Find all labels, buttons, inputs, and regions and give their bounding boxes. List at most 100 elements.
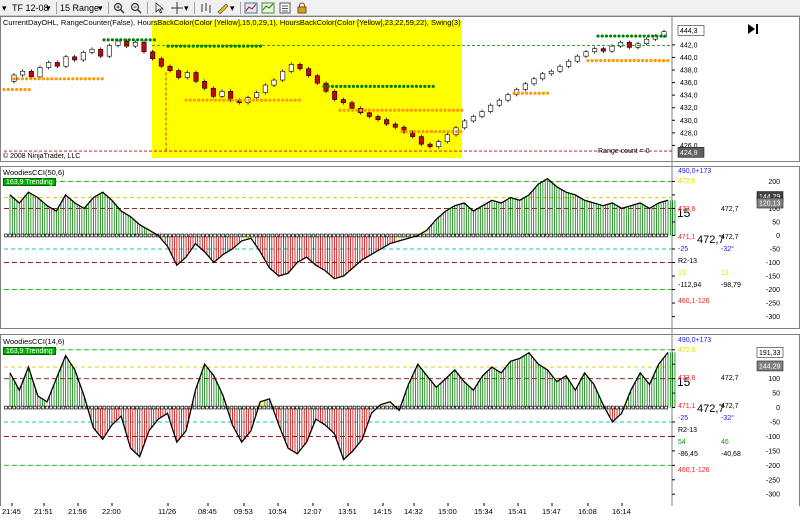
last-price-tag-bg [677, 25, 705, 36]
cci2-zero-square [151, 405, 156, 410]
swing-low-dots [2, 87, 6, 92]
swing-low-dots [6, 87, 10, 92]
cci2-value-tag: 191,33 [759, 350, 781, 357]
cci1-zero-square [61, 233, 66, 238]
cci2-zero-square [287, 405, 291, 410]
price-bar [436, 141, 442, 147]
cci1-zero-square [303, 233, 308, 238]
price-y-label: 442,0 [680, 42, 698, 49]
crosshair-chevron-icon[interactable]: ▾ [184, 3, 189, 13]
cci1-zero-square [615, 233, 619, 238]
cci2-zero-square [192, 405, 197, 410]
cci1-zero-square [430, 233, 435, 238]
cci1-zero-square [217, 233, 221, 238]
cci1-zero-square [483, 233, 488, 238]
cci2-zero-square [20, 405, 25, 410]
pointer-icon[interactable] [152, 2, 166, 14]
swing-high-dots [123, 38, 127, 42]
cci2-y-label: 50 [772, 391, 780, 398]
chart-canvas[interactable]: 442,0 440,0 438,0 436,0 434,0 432,0 430,0 428,0… [0, 16, 800, 506]
swing-low-dots [297, 98, 301, 102]
swing-low-dots [404, 130, 408, 134]
cci1-zero-square [578, 233, 582, 238]
swing-low-dots [15, 87, 19, 92]
copyright-label: © 2008 NinjaTrader, LLC [3, 153, 81, 160]
swing-high-dots [242, 44, 246, 48]
lock-icon[interactable] [295, 2, 309, 14]
instrument-chevron-icon[interactable]: ▾ [46, 3, 51, 13]
strategies-icon[interactable] [261, 2, 275, 14]
x-axis-tick-label: 15:47 [542, 507, 561, 516]
swing-low-dots [25, 77, 29, 81]
cci1-zero-square [549, 233, 554, 238]
crosshair-icon[interactable] [170, 2, 184, 14]
cci2-y-label: -50 [770, 420, 780, 427]
cci1-zero-square [151, 233, 156, 238]
cci2-zero-square [110, 405, 115, 410]
pad2-row: -86,45 [678, 451, 698, 458]
cci2-zero-square [537, 405, 541, 410]
zoom-in-icon[interactable] [113, 2, 127, 14]
cci1-zero-square [8, 233, 12, 238]
cci1-zero-square [438, 233, 443, 238]
cci1-zero-square [442, 233, 447, 238]
cci2-value-tag-bg [756, 347, 784, 358]
swing-low-dots [29, 77, 33, 81]
cci2-zero-square [385, 405, 390, 410]
cci2-zero-square [488, 405, 492, 410]
pad1-row: 460,1-126 [678, 298, 710, 305]
chart-area[interactable]: 442,0 440,0 438,0 436,0 434,0 432,0 430,0 428,0… [0, 16, 800, 506]
swing-high-dots [136, 38, 140, 42]
swing-low-dots [289, 98, 293, 102]
instrument-dropdown-icon[interactable]: ▾ [2, 3, 7, 13]
cci2-zero-square [114, 405, 119, 410]
swing-low-dots [393, 108, 397, 112]
cci2-zero-square [570, 405, 574, 410]
cci1-value-tag: 120,13 [759, 201, 781, 208]
swing-low-dots [67, 77, 71, 81]
zoom-out-icon[interactable] [130, 2, 144, 14]
cci2-zero-square [213, 405, 217, 410]
swing-low-dots [533, 91, 537, 95]
swing-low-dots [23, 87, 27, 92]
swing-high-dots [423, 84, 427, 88]
swing-low-dots [408, 130, 412, 134]
x-axis-tick-label: 15:00 [438, 507, 457, 516]
cci2-zero-square [594, 405, 599, 410]
drawing-chevron-icon[interactable]: ▾ [230, 3, 235, 13]
cci1-value-tag: 144,29 [759, 194, 781, 201]
period-selector[interactable]: 15 Range [60, 3, 100, 13]
cci2-zero-square [94, 405, 98, 410]
period-chevron-icon[interactable]: ▾ [98, 3, 103, 13]
pad1-row: 472,6 [678, 178, 696, 185]
swing-high-dots [356, 84, 360, 88]
pad1-row: -112,94 [678, 282, 702, 289]
properties-icon[interactable] [278, 2, 292, 14]
price-bar [150, 51, 156, 59]
indicators-icon[interactable] [244, 2, 258, 14]
cci2-zero-square [28, 405, 33, 410]
price-bar [28, 70, 34, 78]
cci2-zero-square [360, 405, 365, 410]
cci1-zero-square [295, 233, 299, 238]
bar-chart-icon[interactable] [199, 2, 213, 14]
swing-low-dots [512, 91, 516, 95]
swing-high-dots [179, 44, 183, 48]
cci1-zero-square [237, 233, 242, 238]
cci1-zero-square [397, 233, 402, 238]
chart-toolbar: ▾ TF 12-08 ▾ 15 Range ▾ ▾ ▾ [0, 0, 800, 16]
cci2-zero-square [508, 405, 513, 410]
cci1-zero-square [28, 233, 33, 238]
swing-high-dots [119, 38, 123, 42]
cci1-zero-square [246, 233, 250, 238]
cci1-zero-square [459, 233, 463, 238]
drawing-tools-icon[interactable] [216, 2, 230, 14]
cci2-zero-square [53, 405, 57, 410]
swing-high-dots [339, 84, 343, 88]
swing-low-dots [71, 77, 75, 81]
instrument-selector[interactable]: TF 12-08 [12, 3, 49, 13]
swing-high-dots [204, 44, 208, 48]
swing-high-dots [335, 84, 339, 88]
cci1-zero-square [201, 233, 205, 238]
cci1-zero-square [488, 233, 492, 238]
